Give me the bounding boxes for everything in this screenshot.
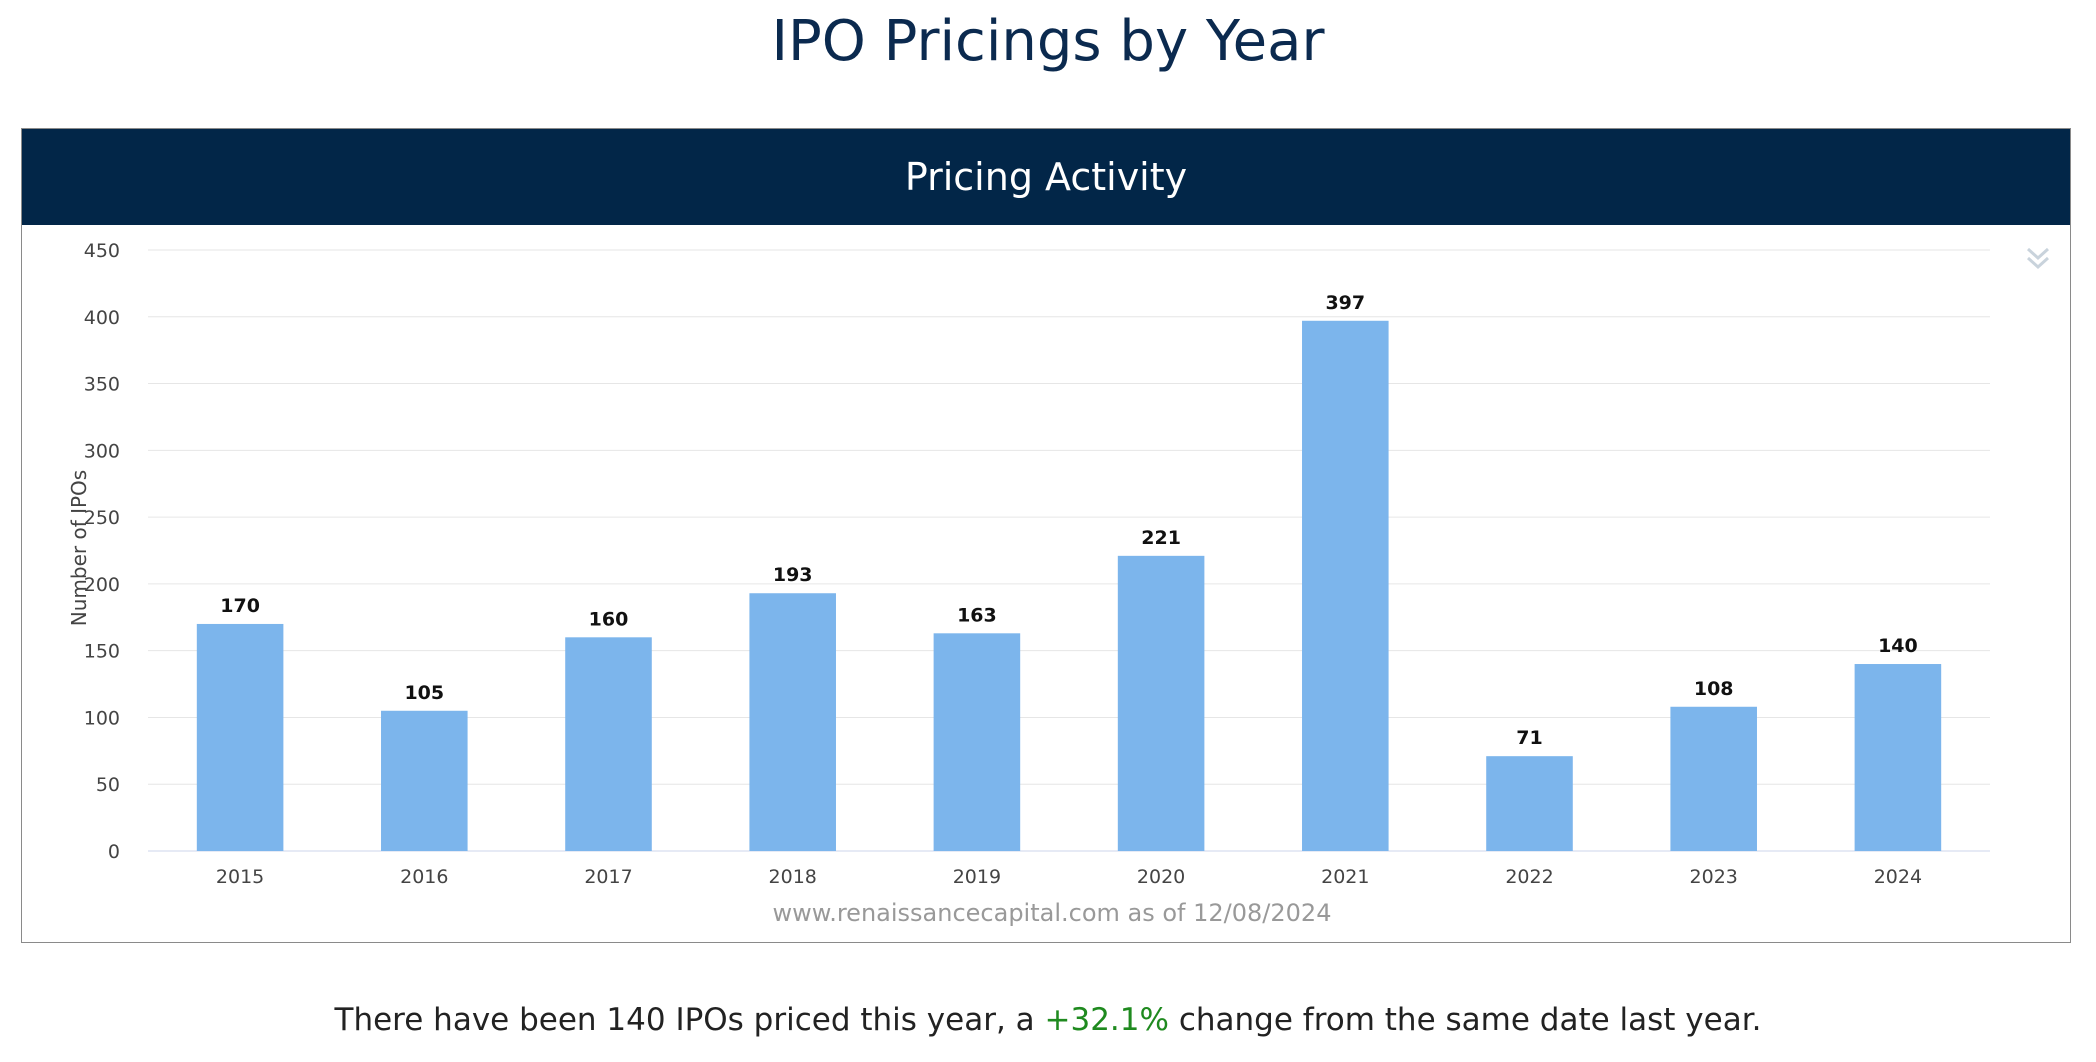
summary-suffix: change from the same date last year. (1168, 1002, 1762, 1038)
y-tick-label: 250 (84, 507, 120, 529)
bar-2018[interactable] (749, 593, 836, 851)
change-percent: +32.1% (1044, 1002, 1169, 1038)
y-tick-label: 300 (84, 440, 120, 462)
x-tick-label: 2022 (1505, 866, 1553, 888)
x-tick-label: 2019 (953, 866, 1001, 888)
bar-2024[interactable] (1854, 664, 1942, 851)
data-label-2022: 71 (1516, 727, 1542, 749)
x-tick-label: 2021 (1321, 866, 1369, 888)
data-label-2016: 105 (404, 682, 444, 704)
x-tick-label: 2023 (1690, 866, 1738, 888)
y-tick-label: 200 (84, 574, 120, 596)
bar-2023[interactable] (1670, 706, 1757, 851)
x-axis: 2015 2016 2017 2018 2019 2020 2021 2022 2023 2024 (216, 866, 1922, 888)
bars (196, 320, 1942, 852)
chart-panel: Pricing Activity 170 105 160 193 163 221 397 71… (21, 128, 2071, 943)
bar-2020[interactable] (1117, 555, 1205, 851)
x-tick-label: 2018 (769, 866, 817, 888)
data-label-2024: 140 (1878, 635, 1918, 657)
data-label-2018: 193 (773, 564, 813, 586)
bar-2016[interactable] (381, 710, 468, 851)
y-axis: 0 50 100 150 200 250 300 350 400 450 (84, 240, 120, 863)
page-title: IPO Pricings by Year (771, 9, 1325, 74)
x-tick-label: 2017 (584, 866, 632, 888)
x-tick-label: 2015 (216, 866, 264, 888)
data-label-2015: 170 (220, 595, 260, 617)
y-tick-label: 0 (108, 841, 120, 863)
data-label-2021: 397 (1325, 292, 1365, 314)
data-label-2023: 108 (1694, 678, 1734, 700)
panel-header: Pricing Activity (22, 129, 2070, 225)
x-tick-label: 2020 (1137, 866, 1185, 888)
bar-chart: 170 105 160 193 163 221 397 71 108 140 0 50 100 150 2… (67, 240, 1990, 927)
chart-credit[interactable]: www.renaissancecapital.com as of 12/08/2… (773, 899, 1332, 927)
summary-prefix: There have been 140 IPOs priced this yea… (334, 1002, 1045, 1038)
chevron-double-down-icon[interactable] (2020, 241, 2056, 277)
y-tick-label: 400 (84, 307, 120, 329)
bar-2022[interactable] (1486, 756, 1573, 851)
y-axis-title: Number of IPOs (67, 470, 91, 626)
bar-2015[interactable] (196, 623, 284, 851)
bar-2021[interactable] (1302, 320, 1389, 852)
data-label-2017: 160 (589, 608, 629, 630)
data-label-2019: 163 (957, 604, 997, 626)
data-labels: 170 105 160 193 163 221 397 71 108 140 (220, 292, 1917, 749)
summary-text: There have been 140 IPOs priced this yea… (0, 998, 2096, 1042)
y-tick-label: 100 (84, 707, 120, 729)
bar-2017[interactable] (565, 637, 652, 851)
y-tick-label: 450 (84, 240, 120, 262)
x-tick-label: 2016 (400, 866, 448, 888)
y-tick-label: 350 (84, 374, 120, 396)
bar-2019[interactable] (933, 633, 1021, 851)
x-tick-label: 2024 (1874, 866, 1922, 888)
data-label-2020: 221 (1141, 527, 1181, 549)
y-tick-label: 50 (96, 774, 120, 796)
y-tick-label: 150 (84, 641, 120, 663)
